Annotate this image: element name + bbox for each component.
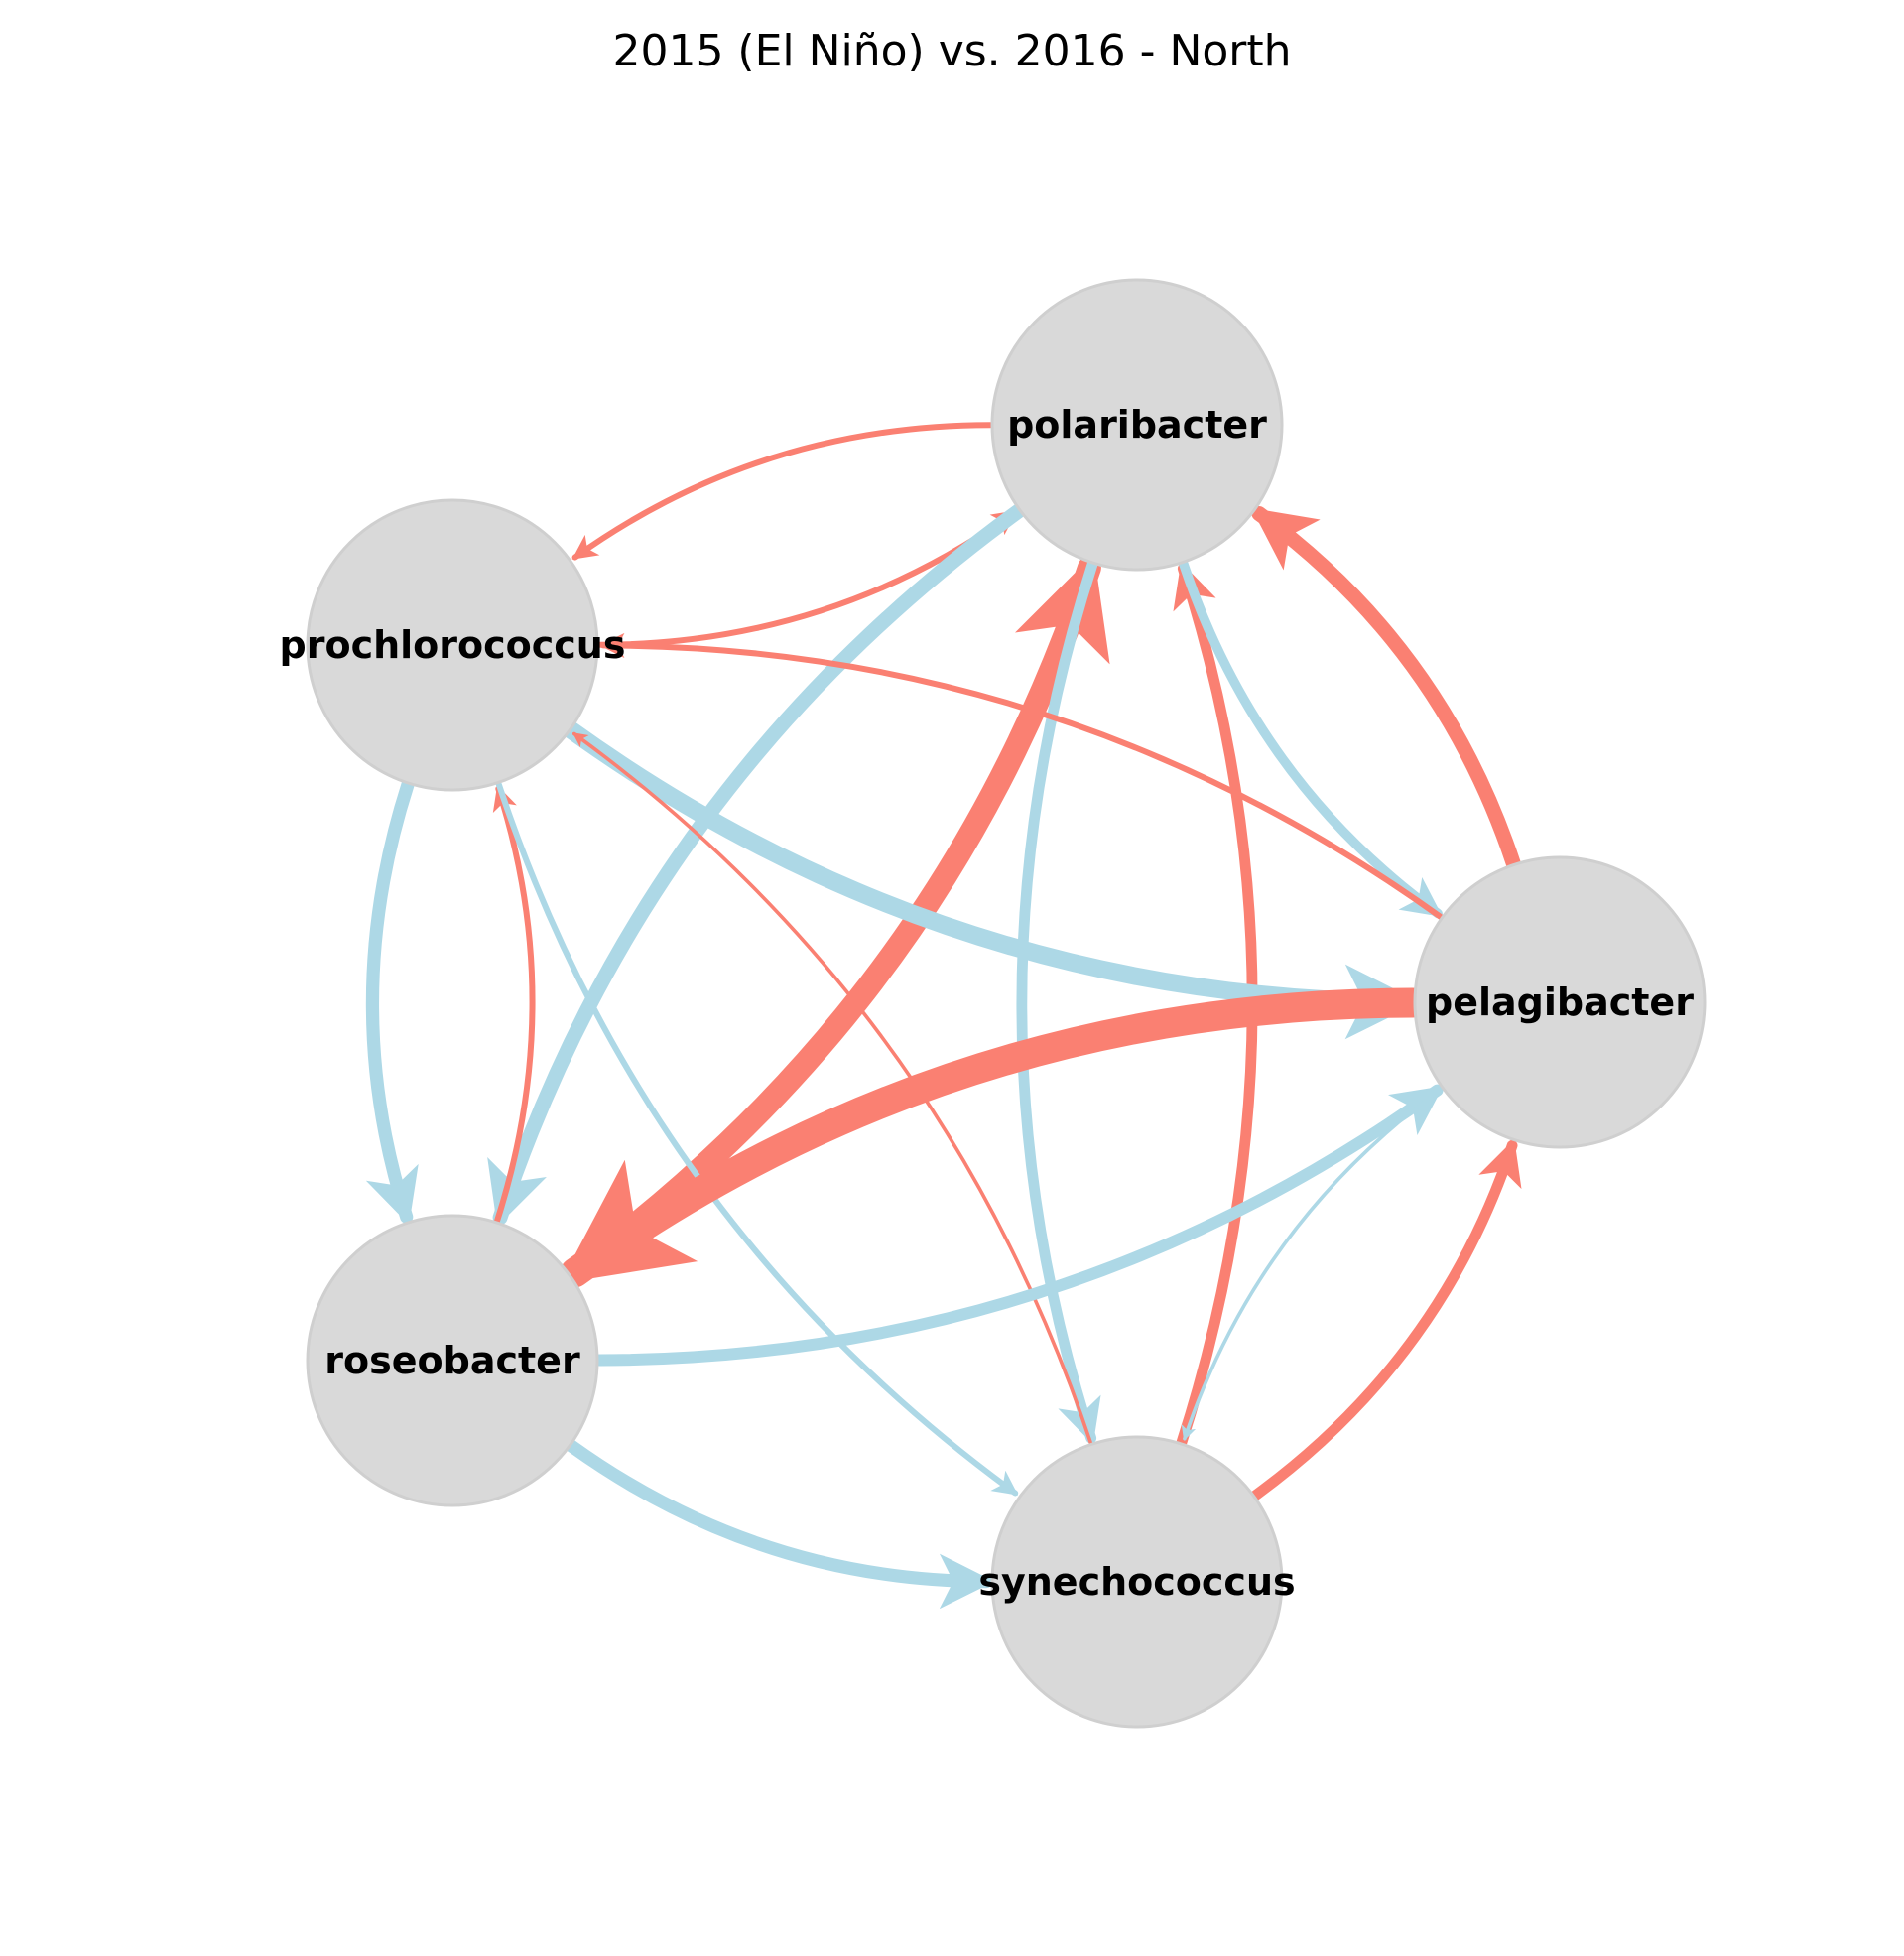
edge-synechococcus-to-pelagibacter bbox=[1250, 1138, 1522, 1501]
edges-layer bbox=[365, 422, 1522, 1610]
edge-pelagibacter-to-synechococcus bbox=[1181, 1087, 1444, 1441]
node-label: prochlorococcus bbox=[280, 623, 626, 667]
node-circle bbox=[306, 1214, 599, 1507]
node-circle bbox=[990, 1435, 1284, 1729]
edge-prochlorococcus-to-roseobacter bbox=[365, 778, 419, 1226]
edge-prochlorococcus-to-polaribacter bbox=[596, 509, 1018, 648]
node-label: synechococcus bbox=[978, 1560, 1295, 1604]
edge-roseobacter-to-prochlorococcus bbox=[492, 785, 536, 1224]
diagram-title: 2015 (El Niño) vs. 2016 - North bbox=[612, 26, 1291, 76]
node-label: roseobacter bbox=[324, 1339, 580, 1382]
edge-roseobacter-to-synechococcus bbox=[565, 1439, 995, 1610]
node-synechococcus: synechococcus bbox=[978, 1435, 1296, 1729]
node-circle bbox=[990, 278, 1284, 572]
edge-pelagibacter-to-polaribacter bbox=[1251, 506, 1521, 871]
edge-roseobacter-to-pelagibacter bbox=[593, 1084, 1444, 1367]
nodes-layer: polaribacter prochlorococcus pelagibacter r… bbox=[280, 278, 1707, 1729]
node-roseobacter: roseobacter bbox=[306, 1214, 599, 1507]
node-circle bbox=[1413, 855, 1707, 1149]
edge-polaribacter-to-prochlorococcus bbox=[571, 422, 993, 561]
edge-polaribacter-to-synechococcus bbox=[1016, 559, 1101, 1445]
edge-synechococcus-to-prochlorococcus bbox=[571, 731, 1092, 1445]
node-prochlorococcus: prochlorococcus bbox=[280, 498, 626, 792]
edge-prochlorococcus-to-pelagibacter bbox=[563, 721, 1421, 1040]
node-circle bbox=[306, 498, 599, 792]
edge-polaribacter-to-pelagibacter bbox=[1179, 559, 1443, 919]
edge-pelagibacter-to-roseobacter bbox=[560, 987, 1428, 1288]
node-polaribacter: polaribacter bbox=[990, 278, 1284, 572]
node-label: pelagibacter bbox=[1426, 980, 1694, 1024]
node-label: polaribacter bbox=[1007, 403, 1267, 447]
node-pelagibacter: pelagibacter bbox=[1413, 855, 1707, 1149]
edge-pelagibacter-to-prochlorococcus bbox=[599, 632, 1444, 920]
